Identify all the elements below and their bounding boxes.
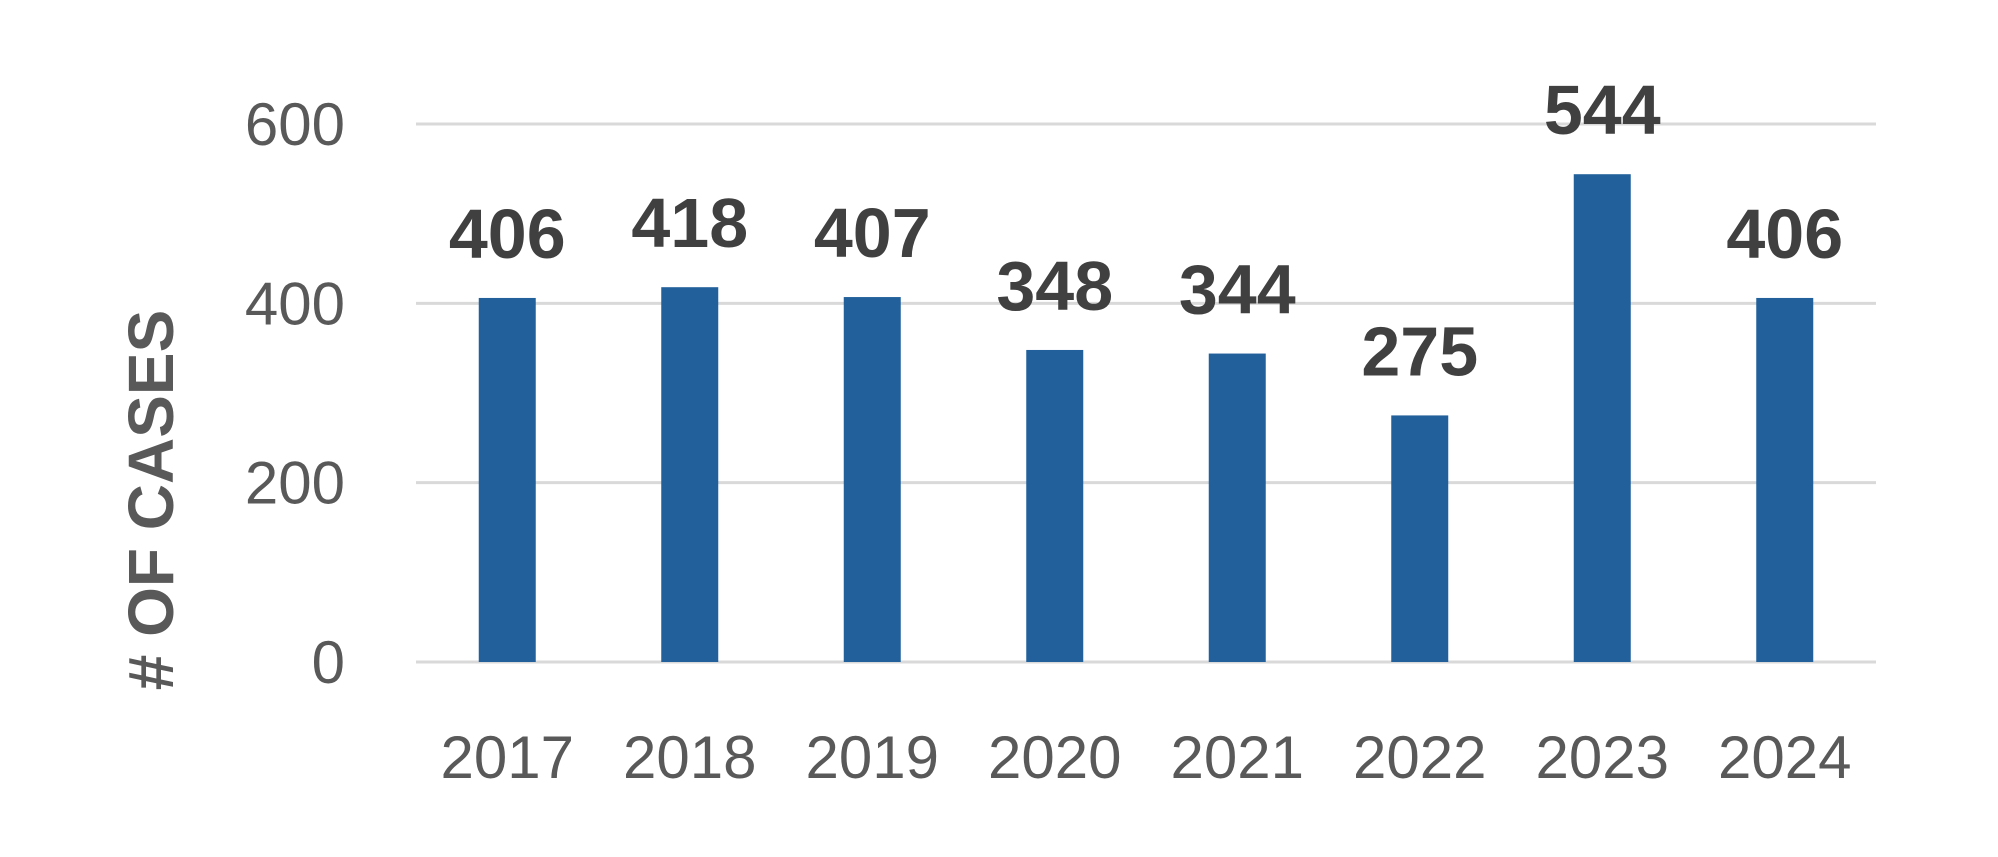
data-label-2024: 406 [1726, 195, 1843, 273]
data-label-2018: 418 [631, 184, 748, 262]
x-axis-ticks: 2017 2018 2019 2020 2021 2022 2023 2024 [441, 724, 1852, 791]
y-axis-ticks: 0 200 400 600 [245, 91, 345, 696]
data-label-2019: 407 [814, 194, 931, 272]
bar-2021 [1208, 353, 1266, 662]
x-tick-label-2024: 2024 [1718, 724, 1851, 791]
y-tick-label: 400 [245, 270, 345, 337]
x-tick-label-2017: 2017 [441, 724, 574, 791]
bars [478, 174, 1814, 663]
data-label-2022: 275 [1361, 312, 1478, 390]
y-axis-title: # OF CASES [115, 310, 187, 691]
data-label-2020: 348 [996, 247, 1113, 325]
bar-2020 [1026, 349, 1084, 662]
gridlines [416, 122, 1876, 664]
bar-2024 [1756, 297, 1814, 662]
data-label-2023: 544 [1544, 71, 1661, 149]
x-tick-label-2020: 2020 [988, 724, 1121, 791]
x-tick-label-2023: 2023 [1536, 724, 1669, 791]
x-tick-label-2019: 2019 [806, 724, 939, 791]
bar-2019 [843, 297, 901, 662]
bar-2017 [478, 297, 536, 662]
bar-2023 [1573, 174, 1631, 663]
x-tick-label-2018: 2018 [623, 724, 756, 791]
x-tick-label-2022: 2022 [1353, 724, 1486, 791]
bar-2022 [1391, 415, 1449, 662]
y-tick-label: 0 [312, 629, 345, 696]
x-tick-label-2021: 2021 [1171, 724, 1304, 791]
data-label-2017: 406 [449, 195, 566, 273]
data-label-2021: 344 [1179, 251, 1296, 329]
y-tick-label: 600 [245, 91, 345, 158]
bar-2018 [661, 287, 719, 662]
y-tick-label: 200 [245, 450, 345, 517]
data-labels: 406 418 407 348 344 275 544 406 [449, 71, 1843, 390]
